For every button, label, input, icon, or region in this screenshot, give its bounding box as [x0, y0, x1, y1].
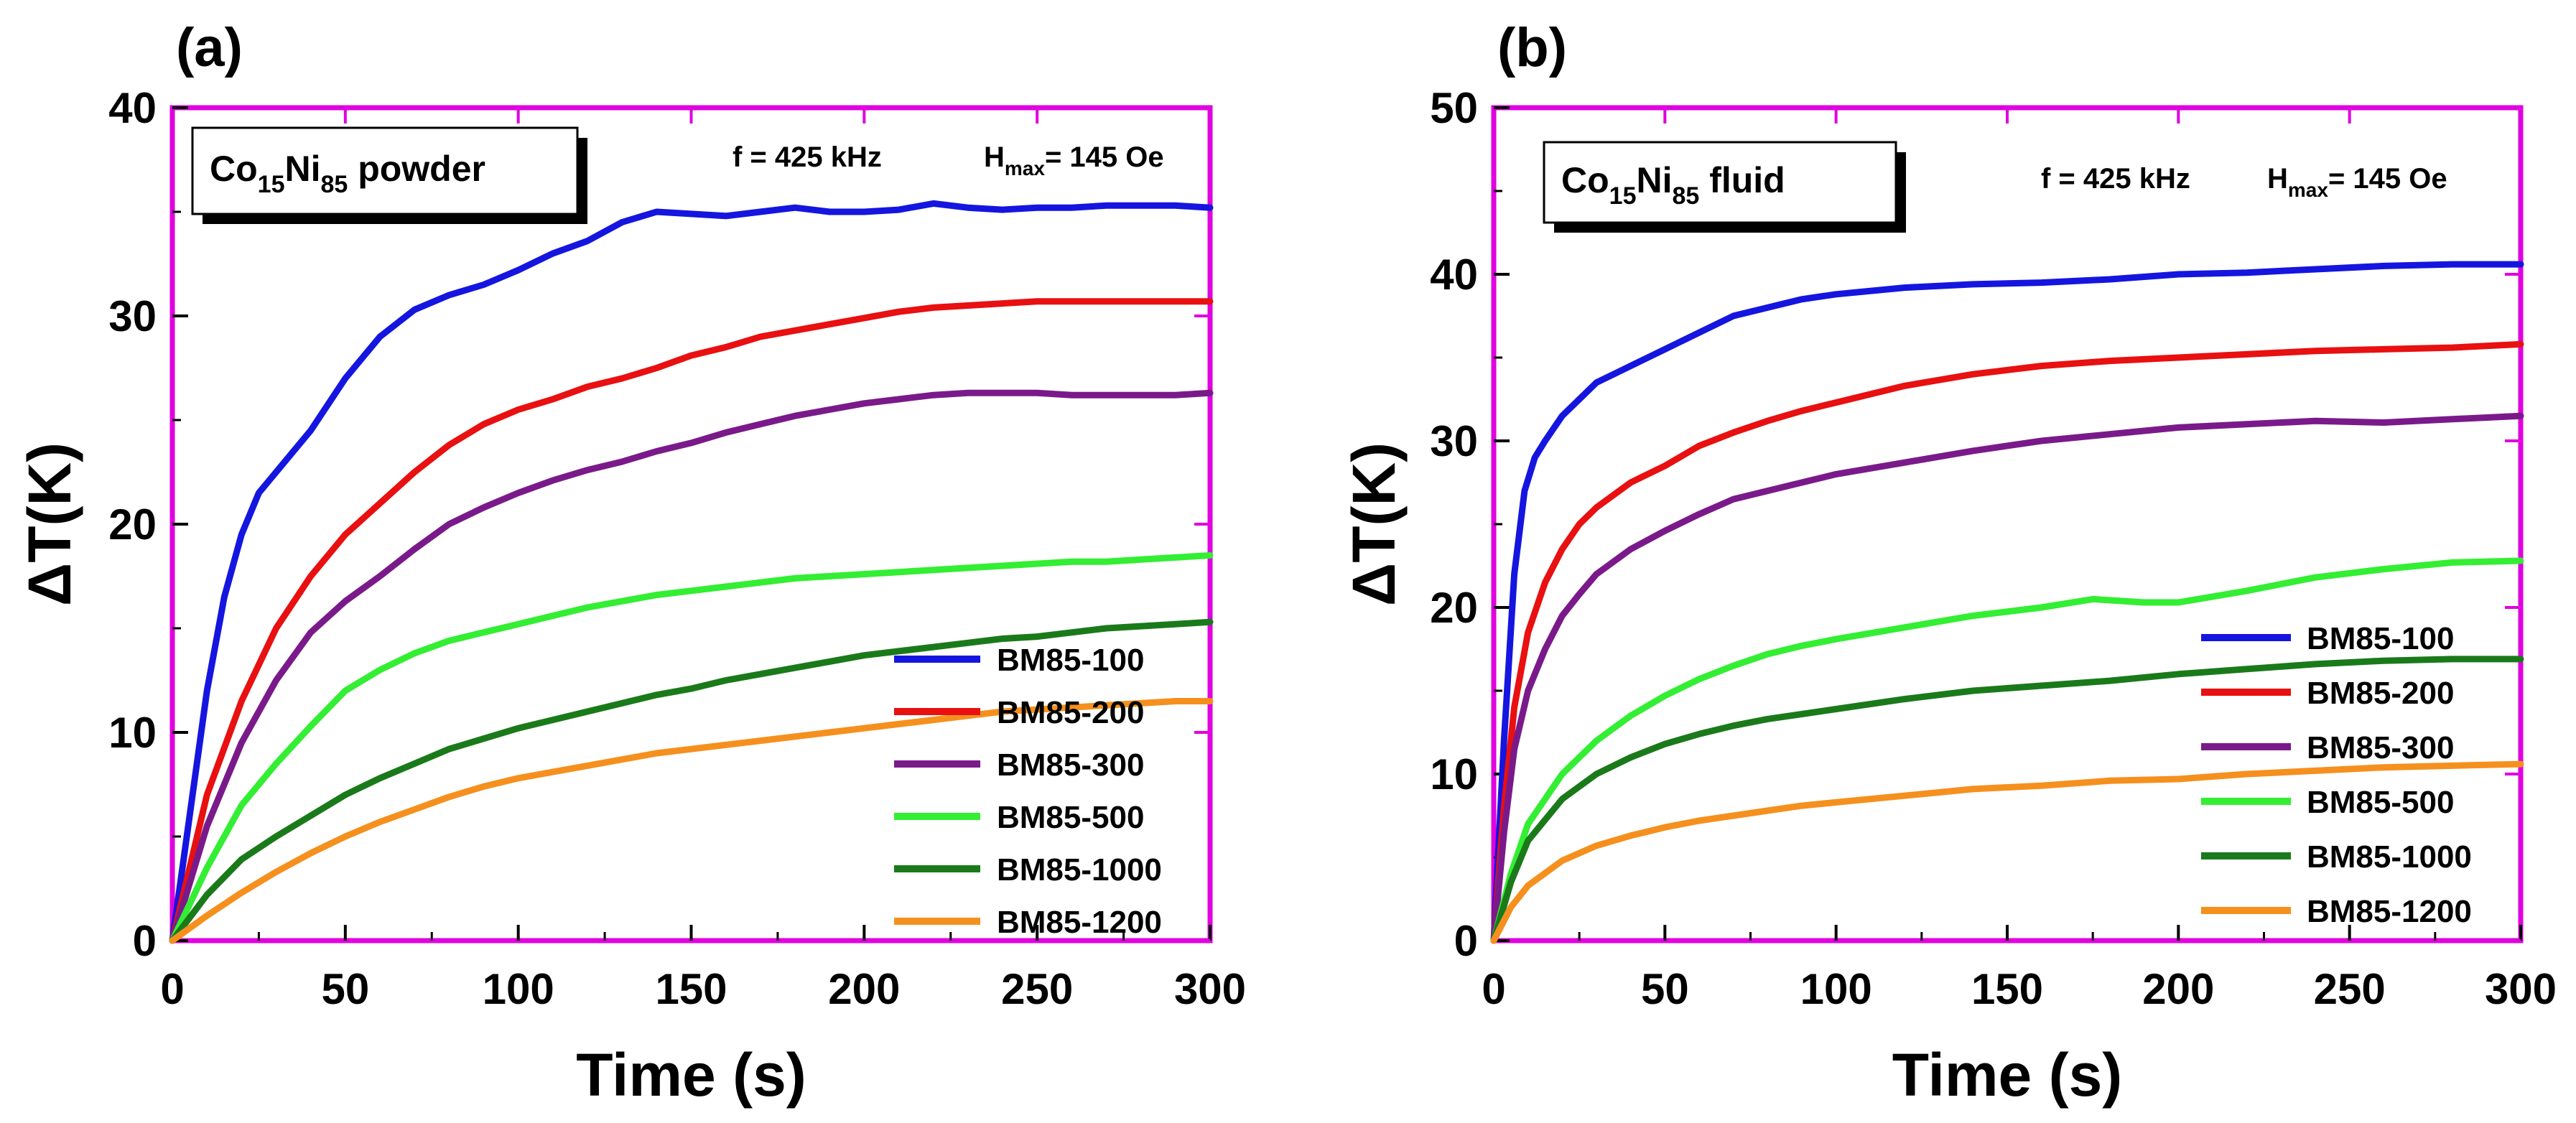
- legend: BM85-100 BM85-200 BM85-300 BM85-500 BM85-100…: [894, 643, 1162, 940]
- legend-label: BM85-1000: [2307, 839, 2472, 875]
- field-label: Hmax= 145 Oe: [2267, 163, 2447, 201]
- frequency-label: f = 425 kHz: [2041, 163, 2190, 195]
- legend: BM85-100 BM85-200 BM85-300 BM85-500 BM85-100…: [2201, 621, 2472, 929]
- sample-box: [1543, 141, 1897, 224]
- legend-label: BM85-1200: [997, 905, 1162, 940]
- y-tick-label: 10: [1430, 750, 1478, 798]
- sample-label: Co15Ni85 fluid: [1561, 160, 1785, 210]
- series-line-bm85-100: [169, 200, 1214, 944]
- legend-label: BM85-300: [997, 747, 1144, 783]
- series-line-bm85-500: [169, 552, 1214, 944]
- x-tick-label: 200: [2142, 965, 2214, 1013]
- x-tick-label: 0: [1482, 965, 1505, 1013]
- y-tick-label: 50: [1430, 84, 1478, 132]
- series-line-bm85-1200: [169, 698, 1214, 944]
- y-tick-label: 10: [108, 709, 157, 757]
- x-tick-label: 50: [1641, 965, 1689, 1013]
- panel-label: (b): [1497, 17, 1567, 78]
- series-line-bm85-100: [1490, 261, 2524, 944]
- x-axis-title: Time (s): [576, 1041, 806, 1109]
- y-tick-label: 40: [108, 84, 157, 132]
- x-tick-label: 100: [1800, 965, 1872, 1013]
- chart-panel-a: (a) 0 50 100 150 200 250 300 0 10 20 30 40 Time (s) ΔT…: [16, 17, 1246, 1109]
- legend-label: BM85-1000: [997, 852, 1162, 887]
- series-line-bm85-300: [169, 389, 1214, 944]
- y-tick-label: 30: [1430, 417, 1478, 465]
- y-axis-title: ΔT(K): [1340, 442, 1408, 606]
- y-axis-title: ΔT(K): [16, 442, 83, 606]
- frequency-label: f = 425 kHz: [733, 141, 882, 173]
- x-tick-label: 200: [828, 965, 900, 1013]
- y-tick-label: 0: [133, 917, 157, 965]
- y-tick-label: 0: [1454, 917, 1478, 965]
- series-line-bm85-200: [169, 298, 1214, 944]
- legend-label: BM85-200: [2307, 676, 2454, 711]
- legend-label: BM85-100: [2307, 621, 2454, 656]
- x-tick-label: 250: [2314, 965, 2386, 1013]
- x-axis-title: Time (s): [1892, 1041, 2123, 1109]
- legend-label: BM85-500: [997, 800, 1144, 835]
- chart-panel-b: (b) 0 50 100 150 200 250 300 0 10 20 30 40 50 Time (s)…: [1340, 17, 2557, 1109]
- series-line-bm85-200: [1490, 340, 2524, 944]
- sample-label: Co15Ni85 powder: [210, 149, 485, 198]
- x-tick-label: 250: [1001, 965, 1073, 1013]
- legend-label: BM85-300: [2307, 730, 2454, 765]
- series-line-bm85-300: [1490, 412, 2524, 944]
- legend-label: BM85-100: [997, 643, 1144, 678]
- x-tick-label: 0: [160, 965, 184, 1013]
- y-tick-label: 40: [1430, 251, 1478, 299]
- field-label: Hmax= 145 Oe: [984, 141, 1164, 180]
- series-line-bm85-1200: [1490, 760, 2524, 944]
- series-line-bm85-500: [1490, 557, 2524, 944]
- x-tick-label: 50: [321, 965, 369, 1013]
- y-tick-label: 30: [108, 292, 157, 340]
- legend-label: BM85-500: [2307, 785, 2454, 820]
- series-line-bm85-1000: [1490, 656, 2524, 944]
- legend-label: BM85-1200: [2307, 894, 2472, 929]
- x-tick-label: 100: [483, 965, 554, 1013]
- x-tick-label: 150: [655, 965, 727, 1013]
- y-tick-label: 20: [1430, 584, 1478, 632]
- series-line-bm85-1000: [169, 618, 1214, 944]
- x-tick-label: 150: [1971, 965, 2043, 1013]
- y-tick-label: 20: [108, 500, 157, 549]
- x-tick-label: 300: [1174, 965, 1246, 1013]
- sample-box: [191, 126, 579, 215]
- legend-label: BM85-200: [997, 695, 1144, 730]
- panel-label: (a): [176, 17, 243, 78]
- x-tick-label: 300: [2485, 965, 2557, 1013]
